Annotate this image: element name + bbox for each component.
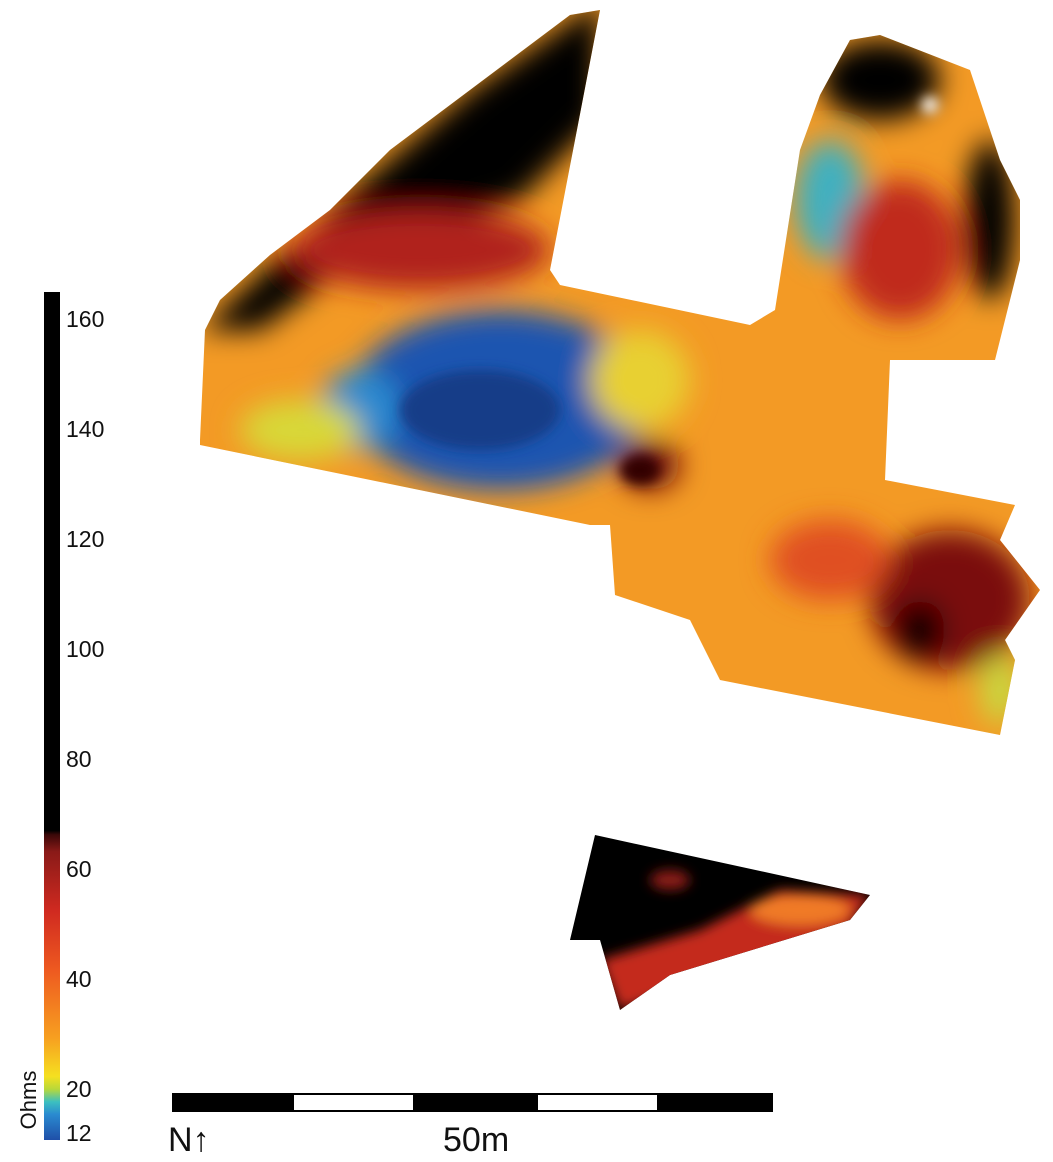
legend-tick-label: 140	[66, 416, 104, 442]
scale-segment	[292, 1093, 415, 1112]
scale-label: 50m	[443, 1121, 509, 1159]
resistivity-area-south	[570, 835, 870, 1010]
legend-tick-label: 100	[66, 636, 104, 662]
color-bar	[44, 292, 60, 1140]
resistivity-area-main	[200, 10, 1040, 735]
legend-tick-label: 60	[66, 856, 92, 882]
scale-bar	[172, 1093, 773, 1112]
legend-tick-label: 12	[66, 1120, 92, 1146]
scale-segment	[658, 1093, 773, 1112]
legend-tick-label: 160	[66, 306, 104, 332]
scale-segment	[414, 1093, 537, 1112]
legend-tick-label: 20	[66, 1076, 92, 1102]
legend-tick-label: 40	[66, 966, 92, 992]
legend-tick-label: 80	[66, 746, 92, 772]
north-arrow: N↑	[168, 1121, 210, 1159]
scale-segment	[536, 1093, 659, 1112]
legend-title: Ohms	[16, 1071, 41, 1130]
legend-tick-label: 120	[66, 526, 104, 552]
scale-segment	[172, 1093, 293, 1112]
